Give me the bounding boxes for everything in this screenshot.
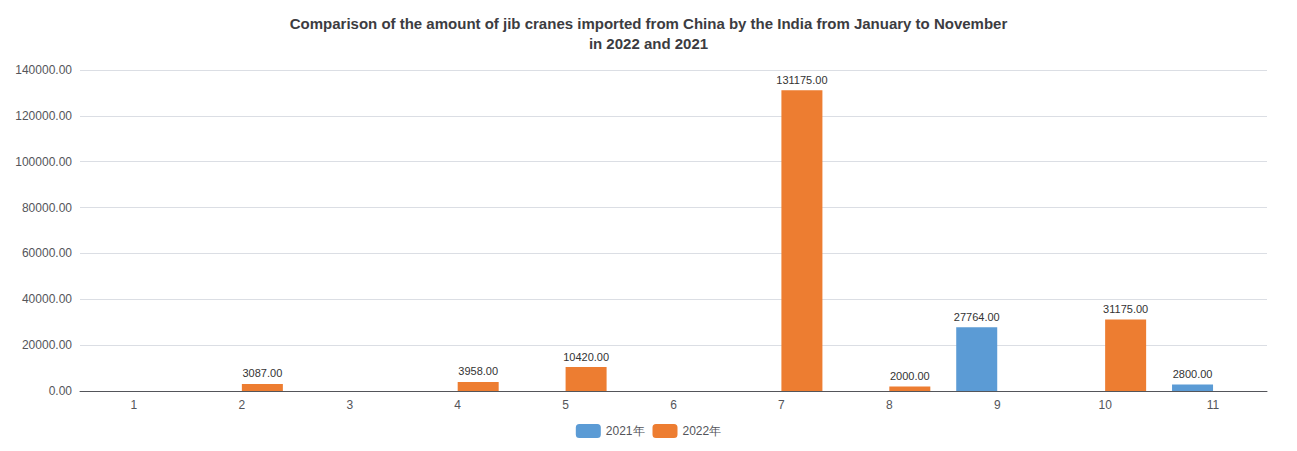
svg-text:20000.00: 20000.00 bbox=[22, 338, 72, 352]
svg-text:3958.00: 3958.00 bbox=[458, 365, 498, 377]
svg-text:27764.00: 27764.00 bbox=[954, 311, 1000, 323]
svg-text:100000.00: 100000.00 bbox=[15, 155, 72, 169]
svg-text:3: 3 bbox=[346, 398, 353, 412]
svg-text:2000.00: 2000.00 bbox=[890, 370, 930, 382]
svg-text:140000.00: 140000.00 bbox=[15, 63, 72, 77]
svg-text:in 2022 and 2021: in 2022 and 2021 bbox=[589, 35, 708, 52]
svg-text:31175.00: 31175.00 bbox=[1103, 303, 1148, 315]
svg-text:1: 1 bbox=[131, 398, 138, 412]
svg-text:7: 7 bbox=[778, 398, 785, 412]
svg-text:60000.00: 60000.00 bbox=[22, 246, 72, 260]
svg-text:120000.00: 120000.00 bbox=[15, 109, 72, 123]
svg-text:4: 4 bbox=[454, 398, 461, 412]
svg-text:131175.00: 131175.00 bbox=[776, 74, 827, 86]
svg-text:2022年: 2022年 bbox=[683, 424, 722, 438]
svg-text:5: 5 bbox=[562, 398, 569, 412]
svg-text:40000.00: 40000.00 bbox=[22, 292, 72, 306]
svg-text:0.00: 0.00 bbox=[49, 384, 73, 398]
svg-text:8: 8 bbox=[886, 398, 893, 412]
svg-text:10420.00: 10420.00 bbox=[563, 351, 609, 363]
svg-text:9: 9 bbox=[994, 398, 1001, 412]
svg-text:6: 6 bbox=[670, 398, 677, 412]
svg-text:11: 11 bbox=[1207, 398, 1220, 412]
svg-text:2021年: 2021年 bbox=[606, 424, 645, 438]
svg-text:2800.00: 2800.00 bbox=[1173, 368, 1213, 380]
svg-text:3087.00: 3087.00 bbox=[242, 367, 282, 379]
svg-text:80000.00: 80000.00 bbox=[22, 201, 72, 215]
svg-text:Comparison of the amount of ji: Comparison of the amount of jib cranes i… bbox=[290, 15, 1008, 32]
svg-text:10: 10 bbox=[1098, 398, 1112, 412]
svg-text:2: 2 bbox=[239, 398, 246, 412]
